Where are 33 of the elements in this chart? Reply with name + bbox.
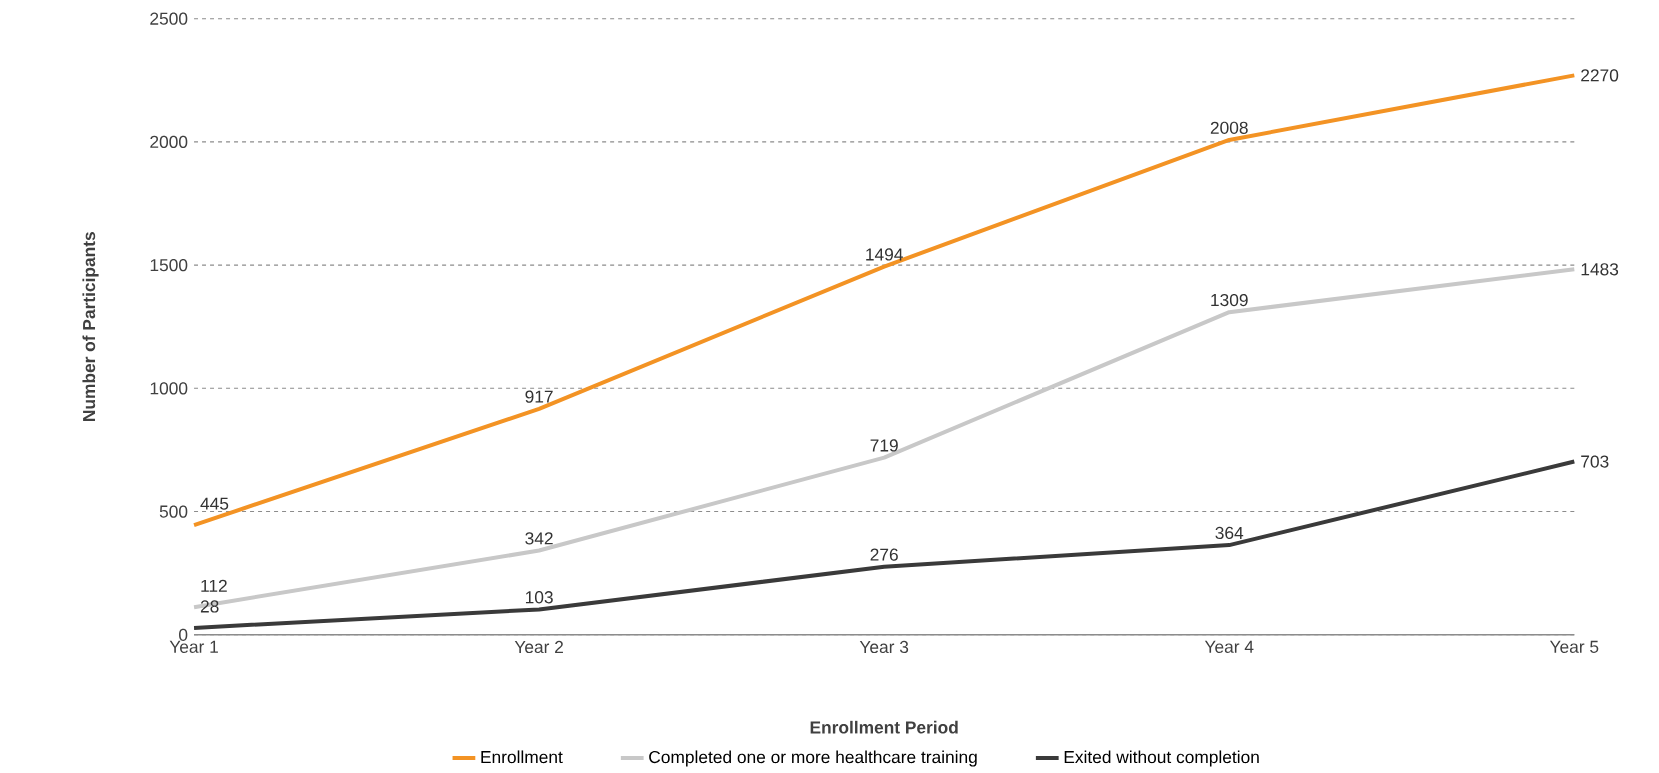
x-tick-label: Year 2 bbox=[514, 640, 563, 653]
data-label: 1483 bbox=[1581, 262, 1619, 276]
x-tick-label: Year 1 bbox=[169, 640, 218, 653]
data-label: 2270 bbox=[1581, 68, 1619, 82]
legend-label: Enrollment bbox=[481, 750, 563, 763]
line-series bbox=[192, 459, 1577, 630]
data-label: 1309 bbox=[1211, 293, 1248, 306]
data-label: 445 bbox=[200, 497, 229, 510]
data-label: 703 bbox=[1581, 455, 1609, 468]
y-tick-label: 0 bbox=[179, 628, 188, 641]
x-tick-label: Year 3 bbox=[859, 640, 909, 653]
y-axis-title: Number of Participants bbox=[82, 231, 99, 421]
data-label: 2008 bbox=[1210, 121, 1248, 134]
legend-label: Exited without completion bbox=[1064, 750, 1259, 767]
data-label: 28 bbox=[200, 600, 219, 613]
data-label: 112 bbox=[201, 579, 227, 592]
data-label: 342 bbox=[525, 531, 553, 545]
x-tick-label: Year 4 bbox=[1204, 640, 1254, 653]
data-label: 719 bbox=[870, 439, 898, 452]
y-tick-label: 1500 bbox=[150, 258, 188, 272]
data-label: 917 bbox=[525, 390, 553, 403]
y-tick-label: 1000 bbox=[150, 381, 188, 395]
y-tick-label: 2000 bbox=[150, 135, 188, 148]
line-series bbox=[192, 73, 1577, 527]
data-label: 1494 bbox=[866, 248, 903, 261]
data-label: 103 bbox=[525, 590, 553, 604]
y-tick-label: 2500 bbox=[150, 12, 188, 25]
data-label: 364 bbox=[1215, 526, 1244, 539]
x-axis-title: Enrollment Period bbox=[810, 720, 958, 734]
x-tick-label: Year 5 bbox=[1549, 640, 1599, 653]
data-label: 276 bbox=[870, 548, 898, 561]
y-tick-label: 500 bbox=[159, 505, 188, 518]
legend-label: Completed one or more healthcare training bbox=[649, 750, 977, 767]
